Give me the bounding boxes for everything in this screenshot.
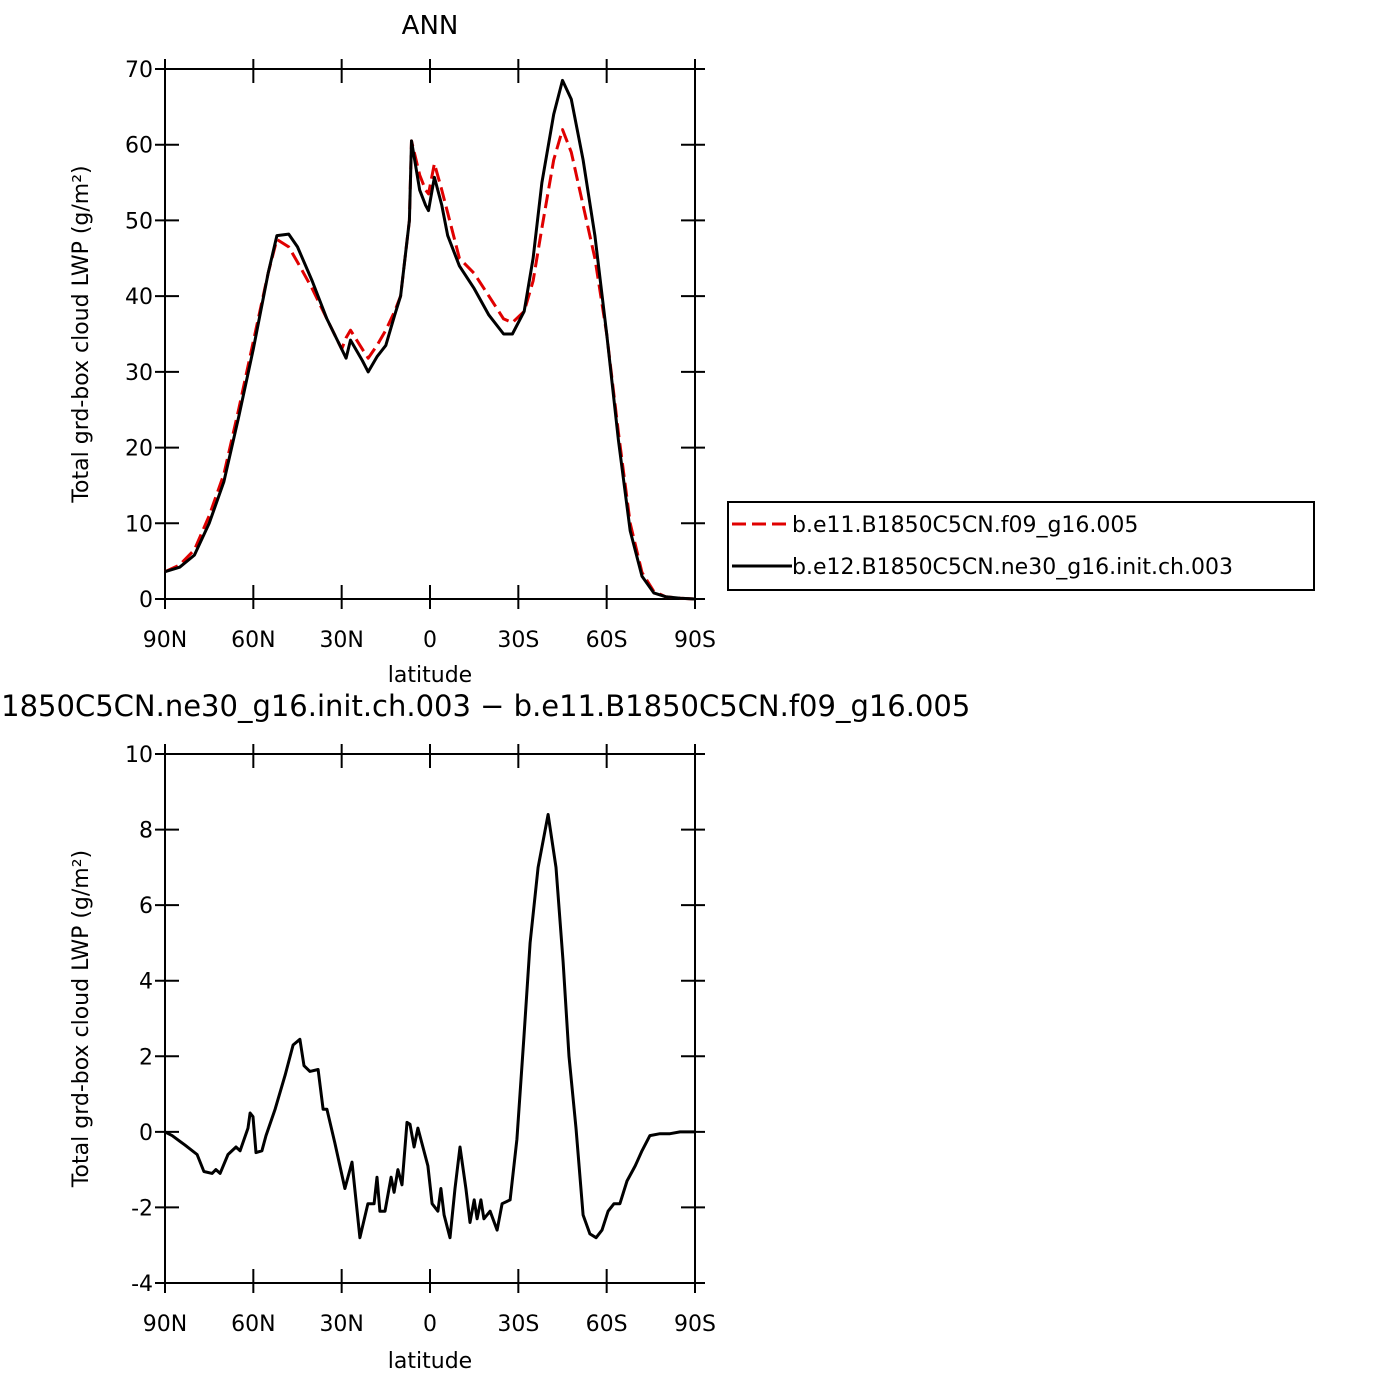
y-axis-label: Total grd-box cloud LWP (g/m²) (69, 850, 94, 1188)
y-tick-label: 60 (125, 134, 153, 159)
plot-frame (164, 68, 696, 600)
y-tick-label: 50 (125, 209, 153, 234)
series-line (164, 813, 695, 1240)
x-tick-label: 90S (674, 628, 716, 653)
y-tick-label: 4 (139, 970, 153, 995)
legend-label: b.e12.B1850C5CN.ne30_g16.init.ch.003 (792, 555, 1233, 580)
y-tick-label: 40 (125, 285, 153, 310)
x-tick-label: 60S (586, 628, 628, 653)
y-tick-label: 8 (139, 819, 153, 844)
y-tick-label: -2 (131, 1196, 153, 1221)
series-line (164, 128, 696, 601)
y-tick-label: 2 (139, 1045, 153, 1070)
chart-title: ANN (402, 11, 459, 41)
x-tick-label: 60S (586, 1312, 628, 1337)
x-tick-label: 30N (319, 1312, 363, 1337)
x-tick-label: 90N (143, 1312, 187, 1337)
y-tick-label: 30 (125, 361, 153, 386)
y-tick-label: 20 (125, 437, 153, 462)
y-tick-label: 10 (125, 512, 153, 537)
x-tick-label: 60N (231, 628, 275, 653)
x-tick-label: 90S (674, 1312, 716, 1337)
legend-label: b.e11.B1850C5CN.f09_g16.005 (792, 513, 1138, 538)
y-tick-label: 70 (125, 58, 153, 83)
x-tick-label: 30S (497, 628, 539, 653)
x-tick-label: 0 (423, 628, 437, 653)
y-tick-label: 10 (125, 743, 153, 768)
y-tick-label: 0 (139, 588, 153, 613)
legend-box (727, 501, 1315, 591)
y-tick-label: 0 (139, 1121, 153, 1146)
y-axis-label: Total grd-box cloud LWP (g/m²) (69, 165, 94, 503)
x-axis-label: latitude (388, 663, 472, 688)
x-tick-label: 30N (319, 628, 363, 653)
x-tick-label: 0 (423, 1312, 437, 1337)
chart-title: b.e12.B1850C5CN.ne30_g16.init.ch.003 − b… (0, 689, 970, 723)
plot-frame (164, 753, 696, 1284)
x-tick-label: 60N (231, 1312, 275, 1337)
x-tick-label: 90N (143, 628, 187, 653)
series-line (164, 78, 696, 601)
x-tick-label: 30S (497, 1312, 539, 1337)
y-tick-label: 6 (139, 894, 153, 919)
y-tick-label: -4 (131, 1272, 153, 1297)
x-axis-label: latitude (388, 1349, 472, 1374)
